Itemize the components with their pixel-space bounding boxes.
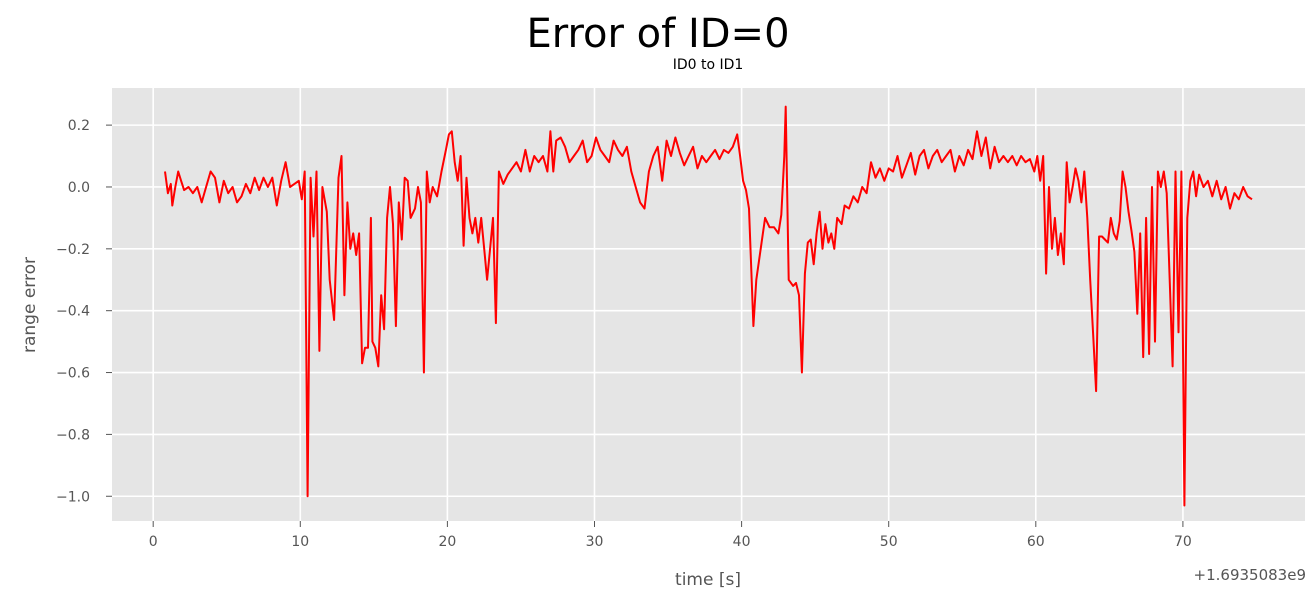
x-tick-label: 30	[586, 534, 604, 550]
x-tick-label: 40	[733, 534, 751, 550]
y-tick-label: −1.0	[56, 489, 90, 505]
y-tick-label: −0.4	[56, 304, 90, 320]
chart-title: ID0 to ID1	[673, 57, 744, 73]
chart-suptitle: Error of ID=0	[526, 11, 789, 57]
tick-marks: 0 10 20 30 40 50 60 70 0.2 0.0 −0.2 −0.4 −0.6 −0.8 −1.…	[56, 118, 1192, 550]
y-tick-label: 0.0	[68, 180, 90, 196]
y-axis-label: range error	[20, 257, 40, 353]
x-tick-label: 50	[880, 534, 898, 550]
x-offset-label: +1.6935083e9	[1194, 566, 1306, 584]
x-tick-label: 10	[291, 534, 309, 550]
x-tick-label: 60	[1027, 534, 1045, 550]
x-tick-label: 20	[438, 534, 456, 550]
x-tick-label: 70	[1174, 534, 1192, 550]
y-tick-label: −0.8	[56, 427, 90, 443]
y-tick-label: −0.6	[56, 366, 90, 382]
y-tick-label: −0.2	[56, 242, 90, 258]
series-line	[164, 105, 1253, 507]
x-axis-label: time [s]	[675, 570, 741, 590]
plot-area	[112, 88, 1305, 521]
y-tick-label: 0.2	[68, 118, 90, 134]
series-layer	[164, 105, 1253, 507]
x-tick-label: 0	[149, 534, 158, 550]
